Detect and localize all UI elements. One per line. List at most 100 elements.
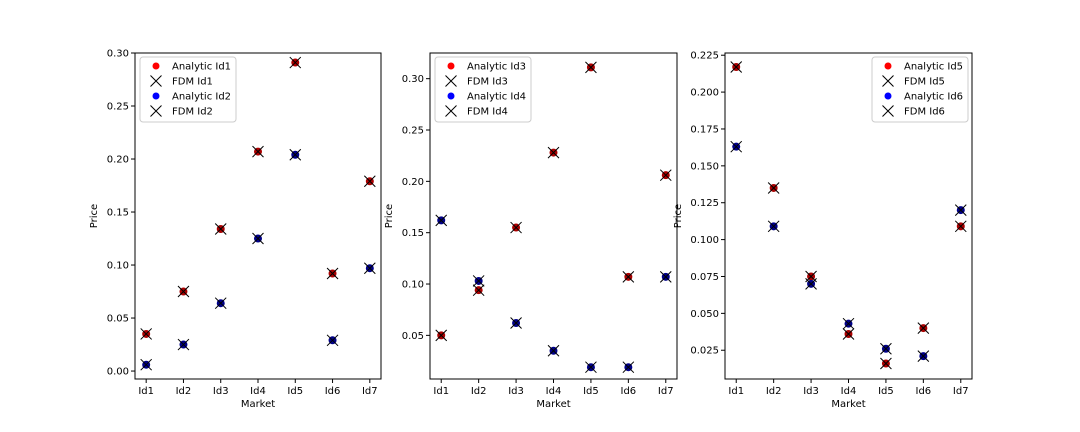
legend-marker <box>447 62 455 70</box>
y-tick-label: 0.050 <box>690 309 719 320</box>
data-point <box>730 61 743 73</box>
y-tick-label: 0.25 <box>107 102 129 113</box>
data-point <box>472 275 485 287</box>
legend-marker <box>152 92 160 100</box>
legend-box <box>434 56 532 123</box>
x-tick-label: Id5 <box>878 386 894 397</box>
y-tick-label: 0.175 <box>690 124 719 135</box>
legend-marker <box>150 105 162 117</box>
subplot-2: Id1 Id2 Id3 Id4 Id5 Id6 Id7 0.05 0.10 0.15 0.20 0.2… <box>384 52 678 410</box>
legend-box <box>139 56 237 123</box>
series-fdm-id3 <box>435 61 672 342</box>
legend-marker <box>884 62 892 70</box>
legend-marker <box>882 105 894 117</box>
legend-marker <box>152 62 160 70</box>
y-tick-label: 0.200 <box>690 88 719 99</box>
x-tick-label: Id2 <box>176 386 192 397</box>
data-point <box>289 56 302 69</box>
x-tick-label: Id3 <box>213 386 229 397</box>
data-point <box>767 220 780 233</box>
y-tick-label: 0.100 <box>690 235 719 246</box>
y-tick-label: 0.10 <box>107 261 129 272</box>
data-point <box>954 204 967 216</box>
y-tick-label: 0.15 <box>107 208 129 219</box>
data-point <box>730 140 743 153</box>
legend-label: Analytic Id3 <box>467 62 526 73</box>
data-point <box>252 145 264 158</box>
series-fdm-id6 <box>730 140 967 362</box>
y-tick-label: 0.20 <box>402 177 424 188</box>
y-tick-label: 0.00 <box>107 367 129 378</box>
series-fdm-id2 <box>140 148 376 371</box>
data-point <box>326 267 339 280</box>
y-tick-label: 0.25 <box>402 126 424 137</box>
y-tick-label: 0.30 <box>107 49 129 60</box>
legend-label: Analytic Id1 <box>172 62 231 73</box>
x-tick-label: Id6 <box>916 386 932 397</box>
x-tick-label: Id3 <box>508 386 524 397</box>
data-point <box>363 262 376 275</box>
data-point <box>510 317 522 329</box>
legend-label: FDM Id1 <box>172 77 213 88</box>
x-tick-label: Id7 <box>362 386 378 397</box>
legend: Analytic Id3 FDM Id3 Analytic Id4 FDM Id4 <box>434 56 532 123</box>
data-point <box>954 220 967 233</box>
data-point <box>585 361 597 374</box>
legend-marker <box>447 92 455 100</box>
x-tick-label: Id6 <box>621 386 637 397</box>
legend: Analytic Id1 FDM Id1 Analytic Id2 FDM Id2 <box>139 56 237 123</box>
x-tick-label: Id5 <box>583 386 599 397</box>
y-tick-label: 0.20 <box>107 155 129 166</box>
x-tick-label: Id7 <box>658 386 674 397</box>
series-analytic-id6 <box>732 142 965 361</box>
legend-label: FDM Id2 <box>172 107 213 118</box>
data-point <box>622 361 635 374</box>
subplot-3: Id1 Id2 Id3 Id4 Id5 Id6 Id7 0.025 0.050 0.075 0.10… <box>673 51 973 410</box>
y-tick-label: 0.30 <box>402 74 424 85</box>
data-point <box>289 148 302 161</box>
x-tick-label: Id1 <box>138 386 154 397</box>
x-tick-label: Id4 <box>841 386 857 397</box>
legend-marker <box>445 75 457 87</box>
y-tick-label: 0.15 <box>402 228 424 239</box>
y-tick-label: 0.025 <box>690 346 719 357</box>
legend-marker <box>445 105 457 117</box>
data-point <box>659 169 672 182</box>
y-tick-label: 0.05 <box>402 331 424 342</box>
x-tick-label: Id1 <box>433 386 449 397</box>
y-axis-label: Price <box>89 204 100 228</box>
y-tick-label: 0.150 <box>690 161 719 172</box>
legend-box <box>871 56 969 123</box>
series-analytic-id2 <box>142 150 374 369</box>
data-point <box>842 328 855 340</box>
subplot-1: Id1 Id2 Id3 Id4 Id5 Id6 Id7 0.00 0.05 0.10 0.15 0.2… <box>89 49 382 410</box>
data-point <box>767 182 780 194</box>
legend-marker <box>884 92 892 100</box>
legend-marker <box>882 75 894 87</box>
series-analytic-id4 <box>437 216 670 372</box>
series-fdm-id4 <box>435 214 672 374</box>
y-axis-label: Price <box>384 204 395 228</box>
data-point <box>326 334 339 347</box>
data-point <box>805 278 817 290</box>
data-point <box>472 284 485 297</box>
legend-label: Analytic Id2 <box>172 92 231 103</box>
y-tick-label: 0.125 <box>690 198 719 209</box>
data-point <box>547 344 560 357</box>
data-point <box>214 223 227 235</box>
x-tick-label: Id7 <box>953 386 969 397</box>
data-point <box>917 350 930 362</box>
x-tick-label: Id4 <box>546 386 562 397</box>
x-axis-label: Market <box>536 399 570 410</box>
x-tick-label: Id4 <box>250 386 266 397</box>
legend-marker <box>150 75 162 87</box>
x-tick-label: Id5 <box>287 386 303 397</box>
data-point <box>585 61 597 74</box>
data-point <box>435 329 448 342</box>
data-point <box>140 328 153 340</box>
legend: Analytic Id5 FDM Id5 Analytic Id6 FDM Id6 <box>871 56 969 123</box>
series-fdm-id1 <box>140 56 376 340</box>
data-point <box>252 232 264 245</box>
data-point <box>622 270 635 283</box>
y-tick-label: 0.10 <box>402 280 424 291</box>
